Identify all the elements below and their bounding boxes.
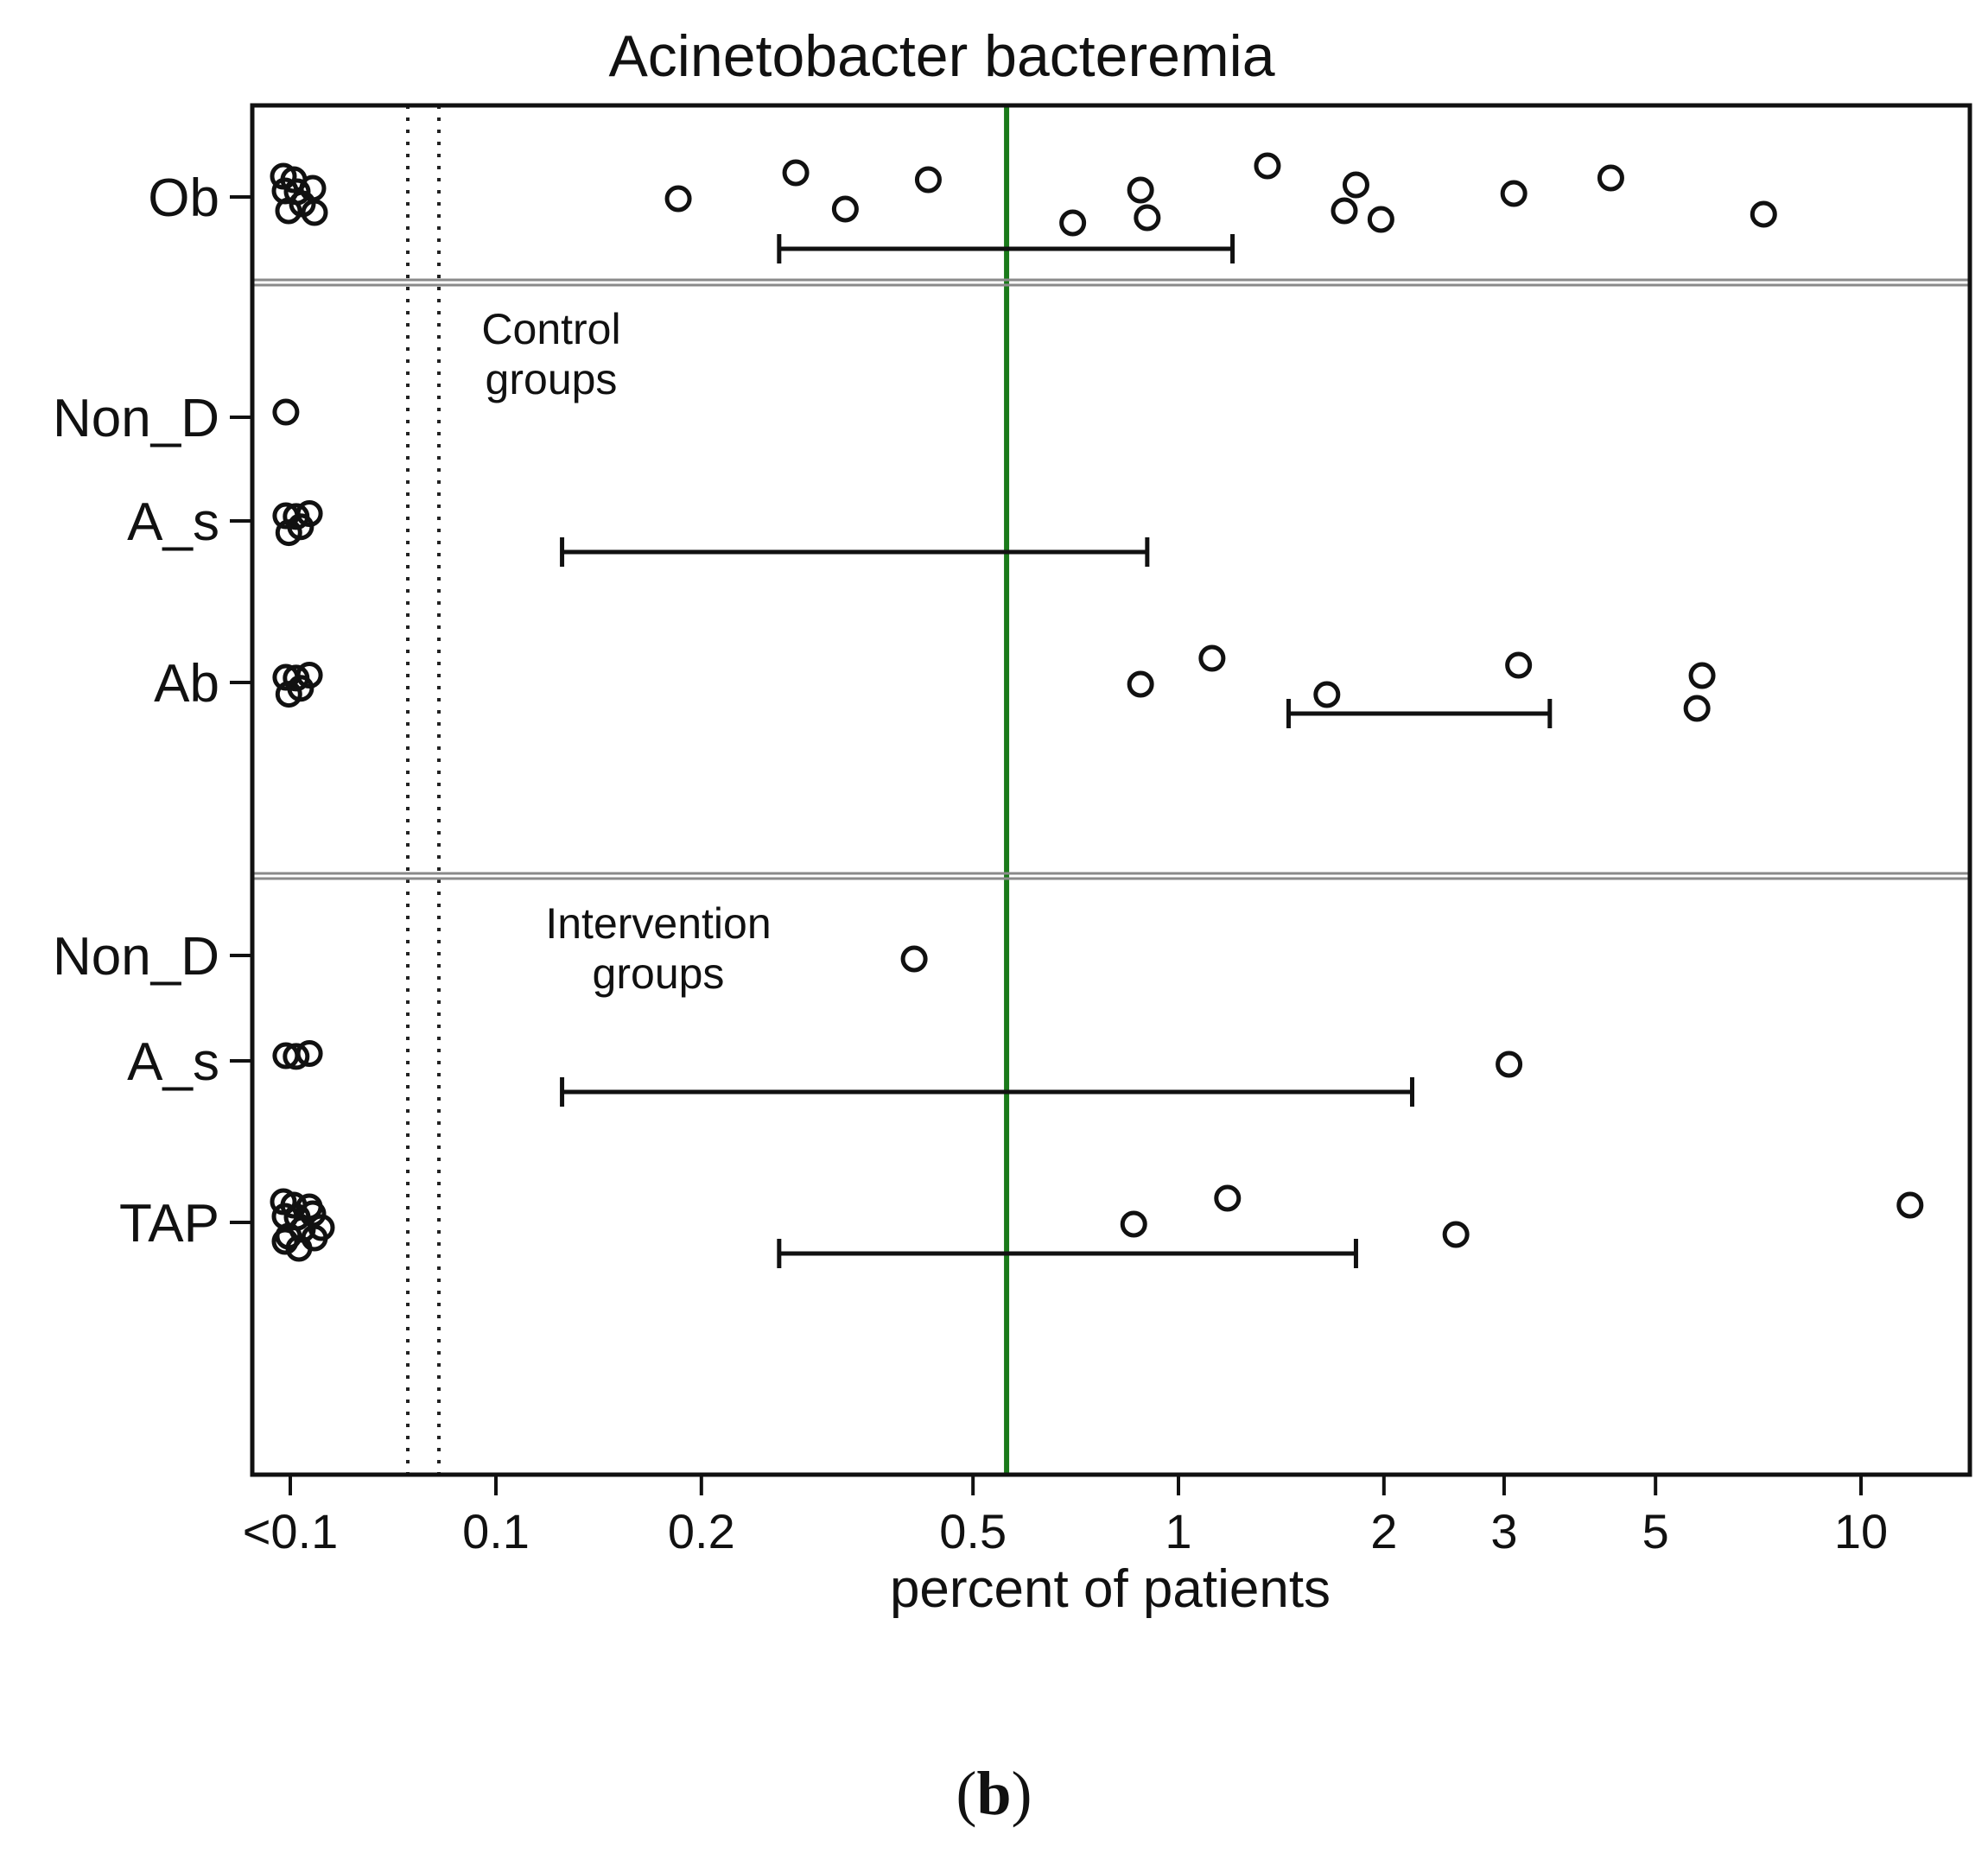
group-3-a_s-point-below-limit-3 xyxy=(295,500,323,527)
plot-frame xyxy=(250,103,1972,1477)
panel-caption-close: ) xyxy=(1011,1759,1032,1828)
group-1-ob-point-below-limit-8 xyxy=(280,166,308,194)
group-1-ob-point-below-limit-7 xyxy=(301,199,328,226)
group-3-a_s-label: A_s xyxy=(127,492,219,552)
group-5-non_d-label: Non_D xyxy=(53,927,219,987)
group-1-ob-point-4 xyxy=(914,166,942,194)
group-7-tap-point-below-limit-11 xyxy=(308,1214,335,1241)
group-7-tap-point-3 xyxy=(1442,1221,1470,1248)
group-7-tap-point-below-limit-9 xyxy=(271,1228,299,1255)
x-tick-label-7: 5 xyxy=(1642,1504,1669,1558)
group-6-a_s-label: A_s xyxy=(127,1032,219,1092)
group-1-ob-point-3 xyxy=(831,195,859,223)
chart-title: Acinetobacter bacteremia xyxy=(608,23,1274,89)
group-4-ab-point-6 xyxy=(1688,662,1716,689)
x-tick-label-2: 0.2 xyxy=(668,1504,735,1558)
group-1-ob-point-6 xyxy=(1127,176,1154,204)
group-3-a_s-point-below-limit-5 xyxy=(287,513,314,541)
group-1-ob-point-10 xyxy=(1342,171,1369,199)
group-4-ab-point-3 xyxy=(1313,681,1341,708)
group-1-ob-point-2 xyxy=(782,159,810,187)
panel-caption-open: ( xyxy=(956,1759,977,1828)
x-tick-label-3: 0.5 xyxy=(939,1504,1007,1558)
section-annotation-control-line-1: Control xyxy=(481,305,620,353)
group-7-tap-point-2 xyxy=(1214,1184,1242,1212)
group-1-ob-point-below-limit-4 xyxy=(275,197,302,225)
group-4-ab-point-4 xyxy=(1505,651,1533,679)
group-7-tap-point-below-limit-12 xyxy=(285,1234,313,1262)
group-2-non_d-label: Non_D xyxy=(53,389,219,448)
group-6-a_s-point-below-limit-2 xyxy=(283,1043,310,1070)
group-1-ob-point-14 xyxy=(1750,200,1777,228)
group-7-tap-point-below-limit-8 xyxy=(280,1191,308,1219)
group-1-ob-point-5 xyxy=(1059,209,1087,237)
group-1-ob-point-12 xyxy=(1500,180,1528,207)
group-7-tap-point-below-limit-10 xyxy=(295,1193,323,1221)
group-4-ab-label: Ab xyxy=(154,654,219,714)
panel-caption-letter: b xyxy=(976,1759,1012,1828)
group-5-non_d-point-1 xyxy=(900,945,928,973)
group-6-a_s-point-below-limit-3 xyxy=(295,1040,323,1067)
group-1-ob-point-8 xyxy=(1254,152,1281,180)
group-1-ob-point-11 xyxy=(1367,206,1394,233)
section-annotation-intervention-line-2: groups xyxy=(593,949,725,998)
group-4-ab-point-2 xyxy=(1198,644,1226,672)
x-tick-label-1: 0.1 xyxy=(462,1504,530,1558)
group-4-ab-point-5 xyxy=(1683,695,1711,722)
group-7-tap-label: TAP xyxy=(119,1194,219,1254)
x-tick-label-4: 1 xyxy=(1165,1504,1191,1558)
section-annotation-control-line-2: groups xyxy=(486,355,618,403)
group-6-a_s-point-1 xyxy=(1496,1050,1523,1078)
group-1-ob-point-7 xyxy=(1134,204,1161,232)
group-1-ob-point-1 xyxy=(664,185,692,213)
group-1-ob-point-13 xyxy=(1597,164,1624,192)
panel-caption: (b) xyxy=(0,1758,1988,1830)
group-1-ob-label: Ob xyxy=(148,168,219,228)
x-tick-label-8: 10 xyxy=(1834,1504,1888,1558)
group-4-ab-point-below-limit-5 xyxy=(287,675,314,702)
group-2-non_d-point-below-limit-1 xyxy=(272,398,300,426)
group-1-ob-point-9 xyxy=(1331,197,1358,225)
section-annotation-intervention-line-1: Intervention xyxy=(545,899,771,948)
x-axis-label: percent of patients xyxy=(890,1559,1331,1619)
group-4-ab-point-1 xyxy=(1127,670,1154,698)
group-4-ab-point-below-limit-3 xyxy=(295,662,323,689)
group-7-tap-point-4 xyxy=(1896,1191,1924,1219)
x-tick-label-0: <0.1 xyxy=(243,1504,339,1558)
x-tick-label-6: 3 xyxy=(1490,1504,1517,1558)
x-tick-label-5: 2 xyxy=(1370,1504,1397,1558)
group-7-tap-point-1 xyxy=(1120,1210,1147,1238)
